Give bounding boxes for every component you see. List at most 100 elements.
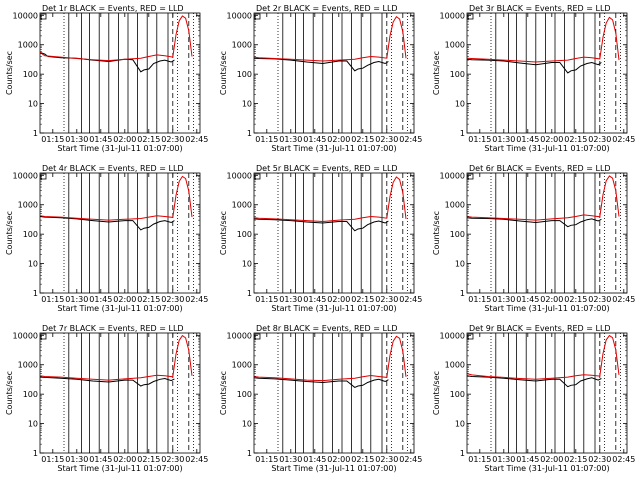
chart-title: Det 6r BLACK = Events, RED = LLD: [469, 164, 611, 173]
x-tick-label: 02:00: [540, 295, 563, 304]
y-tick-label: 100: [450, 70, 465, 79]
chart-panel-3: Det 3r BLACK = Events, RED = LLD 1 10 100 10…: [432, 4, 635, 153]
x-axis-label: Start Time (31-Jul-11 01:07:00): [271, 464, 396, 473]
x-tick-label: 02:00: [327, 295, 350, 304]
x-tick-label: 01:30: [492, 135, 515, 144]
chart-panel-4: Det 4r BLACK = Events, RED = LLD 1 10 100 10…: [5, 164, 208, 313]
x-tick-label: 02:30: [161, 455, 184, 464]
y-tick-label: 100: [23, 70, 38, 79]
x-tick-label: 02:45: [612, 455, 635, 464]
y-tick-label: 1: [247, 289, 252, 298]
x-tick-label: 02:15: [351, 135, 374, 144]
x-tick-label: 01:30: [279, 135, 302, 144]
series-events-line: [253, 57, 389, 72]
chart-panel-2: Det 2r BLACK = Events, RED = LLD 1 10 100 10…: [219, 4, 422, 153]
chart-title: Det 3r BLACK = Events, RED = LLD: [469, 4, 611, 13]
y-tick-label: 100: [23, 390, 38, 399]
x-tick-label: 01:45: [516, 135, 539, 144]
x-axis-label: Start Time (31-Jul-11 01:07:00): [484, 304, 609, 313]
y-tick-label: 10000: [440, 171, 465, 180]
x-tick-label: 01:15: [41, 455, 64, 464]
y-axis-label: Counts/sec: [5, 371, 14, 415]
x-axis-label: Start Time (31-Jul-11 01:07:00): [484, 464, 609, 473]
x-tick-label: 02:45: [399, 455, 422, 464]
y-tick-label: 1000: [18, 361, 38, 370]
y-tick-label: 10: [28, 420, 38, 429]
y-axis-label: Counts/sec: [5, 51, 14, 95]
x-tick-label: 02:00: [113, 455, 136, 464]
series-events-line: [466, 217, 602, 228]
x-tick-label: 01:30: [279, 455, 302, 464]
y-tick-label: 10: [455, 420, 465, 429]
series-lld-line: [253, 15, 407, 62]
series-events-line: [253, 377, 389, 388]
series-lld-line: [466, 16, 620, 63]
y-tick-label: 100: [237, 230, 252, 239]
x-tick-label: 02:30: [588, 455, 611, 464]
y-axis-label: Counts/sec: [432, 211, 441, 255]
chart-panel-9: Det 9r BLACK = Events, RED = LLD 1 10 100 10…: [432, 324, 635, 473]
x-tick-label: 02:15: [351, 295, 374, 304]
x-tick-label: 02:15: [351, 455, 374, 464]
chart-title: Det 1r BLACK = Events, RED = LLD: [42, 4, 184, 13]
x-tick-label: 01:15: [255, 295, 278, 304]
series-events-line: [39, 216, 175, 231]
x-tick-label: 01:15: [41, 295, 64, 304]
x-tick-label: 01:45: [516, 295, 539, 304]
y-tick-label: 1: [247, 449, 252, 458]
x-tick-label: 02:15: [137, 135, 160, 144]
x-tick-label: 02:15: [564, 295, 587, 304]
x-tick-label: 02:00: [540, 135, 563, 144]
y-tick-label: 10: [28, 100, 38, 109]
x-tick-label: 02:45: [185, 455, 208, 464]
y-tick-label: 1000: [232, 41, 252, 50]
y-axis-label: Counts/sec: [432, 51, 441, 95]
x-tick-label: 01:30: [492, 295, 515, 304]
x-tick-label: 02:45: [399, 135, 422, 144]
series-events-line: [253, 218, 389, 232]
x-tick-label: 02:00: [113, 295, 136, 304]
chart-title: Det 2r BLACK = Events, RED = LLD: [256, 4, 398, 13]
y-tick-label: 100: [23, 230, 38, 239]
y-tick-label: 10: [455, 260, 465, 269]
y-tick-label: 100: [450, 230, 465, 239]
y-tick-label: 10000: [13, 171, 38, 180]
y-tick-label: 1000: [445, 41, 465, 50]
x-tick-label: 01:45: [89, 455, 112, 464]
x-tick-label: 02:15: [564, 455, 587, 464]
chart-title: Det 8r BLACK = Events, RED = LLD: [256, 324, 398, 333]
x-tick-label: 01:30: [65, 455, 88, 464]
x-axis-label: Start Time (31-Jul-11 01:07:00): [57, 304, 182, 313]
y-tick-label: 1: [460, 449, 465, 458]
series-lld-line: [39, 15, 193, 62]
x-axis-label: Start Time (31-Jul-11 01:07:00): [484, 144, 609, 153]
plot-frame: [466, 12, 628, 134]
x-tick-label: 01:45: [89, 135, 112, 144]
series-lld-line: [466, 334, 620, 380]
x-tick-label: 01:45: [303, 455, 326, 464]
y-tick-label: 10000: [227, 11, 252, 20]
x-tick-label: 01:30: [65, 295, 88, 304]
y-tick-label: 1000: [232, 201, 252, 210]
plot-frame: [253, 332, 415, 454]
x-tick-label: 01:30: [65, 135, 88, 144]
chart-title: Det 7r BLACK = Events, RED = LLD: [42, 324, 184, 333]
plot-frame: [39, 172, 201, 294]
x-tick-label: 02:30: [375, 295, 398, 304]
chart-panel-8: Det 8r BLACK = Events, RED = LLD 1 10 100 10…: [219, 324, 422, 473]
chart-title: Det 5r BLACK = Events, RED = LLD: [256, 164, 398, 173]
x-tick-label: 02:30: [588, 295, 611, 304]
plot-frame: [466, 172, 628, 294]
x-tick-label: 02:00: [327, 135, 350, 144]
y-tick-label: 10000: [13, 11, 38, 20]
x-tick-label: 02:00: [327, 455, 350, 464]
y-tick-label: 1: [33, 449, 38, 458]
series-events-line: [39, 51, 175, 73]
x-tick-label: 01:15: [468, 135, 491, 144]
x-tick-label: 01:15: [468, 455, 491, 464]
x-tick-label: 02:45: [185, 295, 208, 304]
x-tick-label: 01:45: [303, 295, 326, 304]
y-tick-label: 10: [242, 420, 252, 429]
